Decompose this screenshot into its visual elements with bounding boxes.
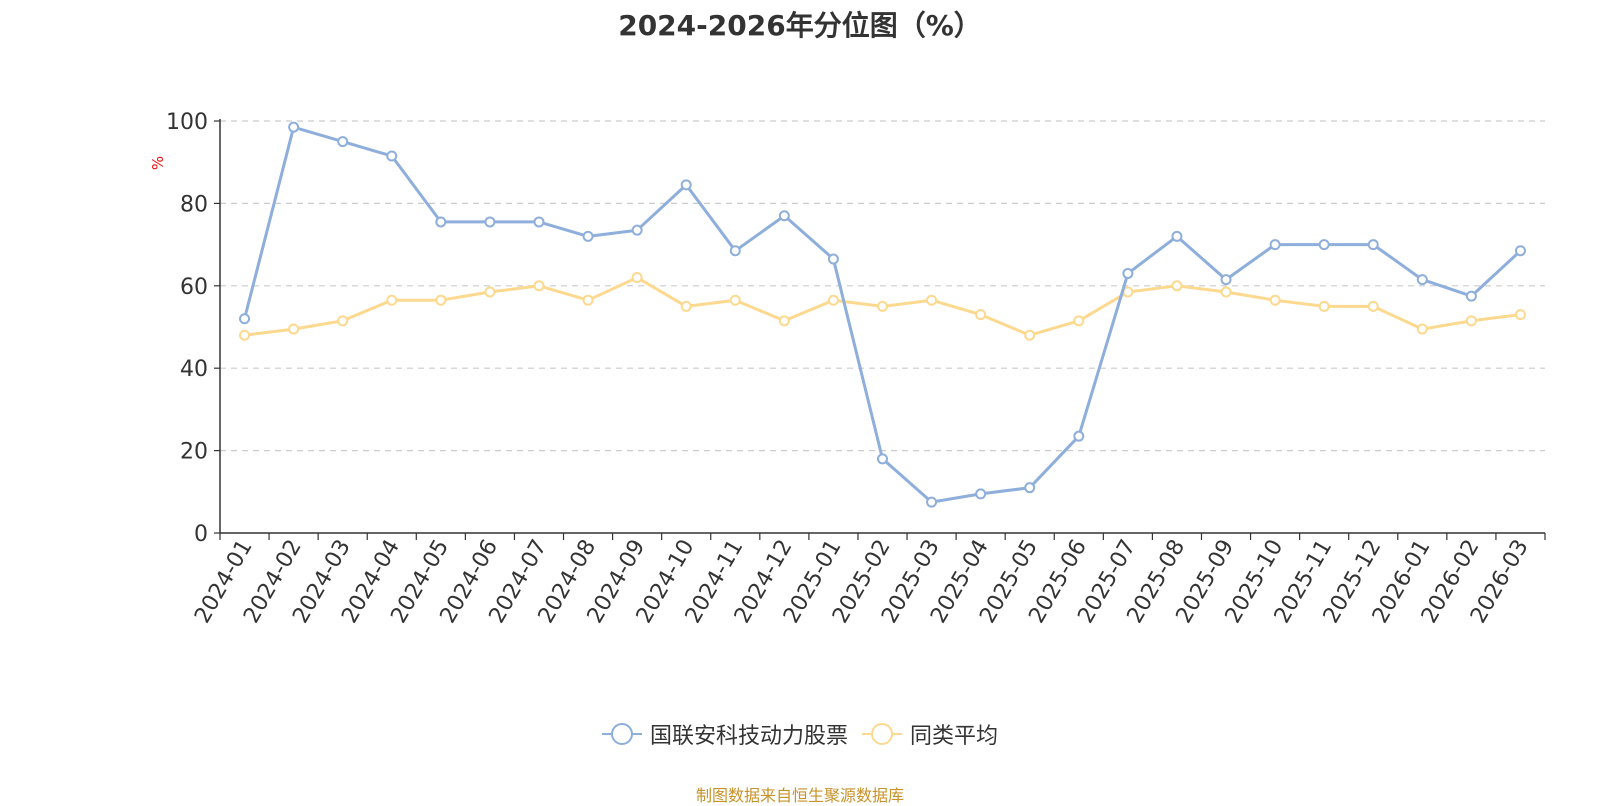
data-point-series-1 (386, 294, 398, 306)
series-line-0 (243, 125, 1522, 504)
data-point-series-0 (386, 150, 398, 162)
data-point-series-0 (1514, 245, 1526, 257)
data-point-series-0 (337, 136, 349, 148)
data-point-series-0 (827, 253, 839, 265)
data-point-series-1 (1220, 286, 1232, 298)
data-point-series-1 (631, 272, 643, 284)
data-point-series-0 (1465, 290, 1477, 302)
legend-swatch-peer-average (862, 723, 902, 745)
data-point-series-0 (877, 453, 888, 465)
data-point-series-0 (239, 313, 251, 325)
data-point-series-0 (1269, 239, 1281, 251)
legend-item-peer-average[interactable]: 同类平均 (862, 718, 998, 750)
data-point-series-0 (1220, 274, 1232, 286)
data-point-series-1 (582, 294, 594, 306)
data-point-series-1 (827, 294, 839, 306)
data-point-series-0 (288, 121, 300, 133)
legend: 国联安科技动力股票 同类平均 (0, 718, 1600, 750)
data-point-series-1 (484, 286, 496, 298)
data-point-series-0 (1122, 267, 1134, 279)
data-point-series-0 (729, 245, 741, 257)
data-point-series-1 (1073, 315, 1085, 327)
data-point-series-0 (533, 216, 545, 228)
data-point-series-1 (1465, 315, 1477, 327)
y-axis-label: % (149, 156, 167, 170)
legend-label-peer-average: 同类平均 (910, 724, 999, 749)
data-point-series-0 (631, 224, 643, 236)
y-tick-label: 20 (180, 440, 208, 465)
data-point-series-1 (1367, 300, 1379, 312)
data-point-series-1 (1024, 329, 1036, 341)
data-point-series-0 (778, 210, 790, 222)
data-point-series-0 (435, 216, 447, 228)
y-tick-label: 0 (194, 522, 208, 547)
data-point-series-1 (680, 300, 692, 312)
legend-item-fund[interactable]: 国联安科技动力股票 (601, 718, 848, 750)
data-point-series-1 (975, 309, 987, 321)
legend-swatch-fund (601, 723, 642, 745)
data-point-series-1 (729, 294, 741, 306)
data-point-series-0 (1024, 482, 1036, 494)
data-point-series-1 (288, 323, 300, 335)
data-point-series-1 (1318, 300, 1330, 312)
data-point-series-1 (877, 300, 888, 312)
data-source-note: 制图数据来自恒生聚源数据库 (695, 786, 904, 805)
data-point-series-1 (778, 315, 790, 327)
y-tick-label: 100 (166, 110, 208, 135)
legend-label-fund: 国联安科技动力股票 (649, 724, 848, 749)
data-point-series-1 (1416, 323, 1428, 335)
chart-title: 2024-2026年分位图（%） (618, 9, 982, 42)
data-point-series-1 (239, 329, 251, 341)
data-point-series-0 (582, 230, 594, 242)
data-point-series-1 (1514, 309, 1526, 321)
data-point-series-1 (926, 294, 938, 306)
data-point-series-0 (1416, 274, 1428, 286)
data-point-series-0 (1073, 430, 1085, 442)
y-tick-label: 40 (180, 357, 208, 382)
data-point-series-1 (435, 294, 447, 306)
y-tick-label: 80 (180, 192, 208, 217)
data-point-series-0 (1318, 239, 1330, 251)
data-point-series-1 (533, 280, 545, 292)
data-point-series-0 (926, 496, 938, 508)
data-point-series-1 (1269, 294, 1281, 306)
data-point-series-1 (1171, 280, 1183, 292)
data-point-series-0 (1171, 230, 1183, 242)
data-point-series-0 (975, 488, 987, 500)
data-point-series-0 (1367, 239, 1379, 251)
data-point-series-1 (337, 315, 349, 327)
data-point-series-0 (680, 179, 692, 191)
y-tick-label: 60 (180, 275, 208, 300)
data-point-series-0 (484, 216, 496, 228)
